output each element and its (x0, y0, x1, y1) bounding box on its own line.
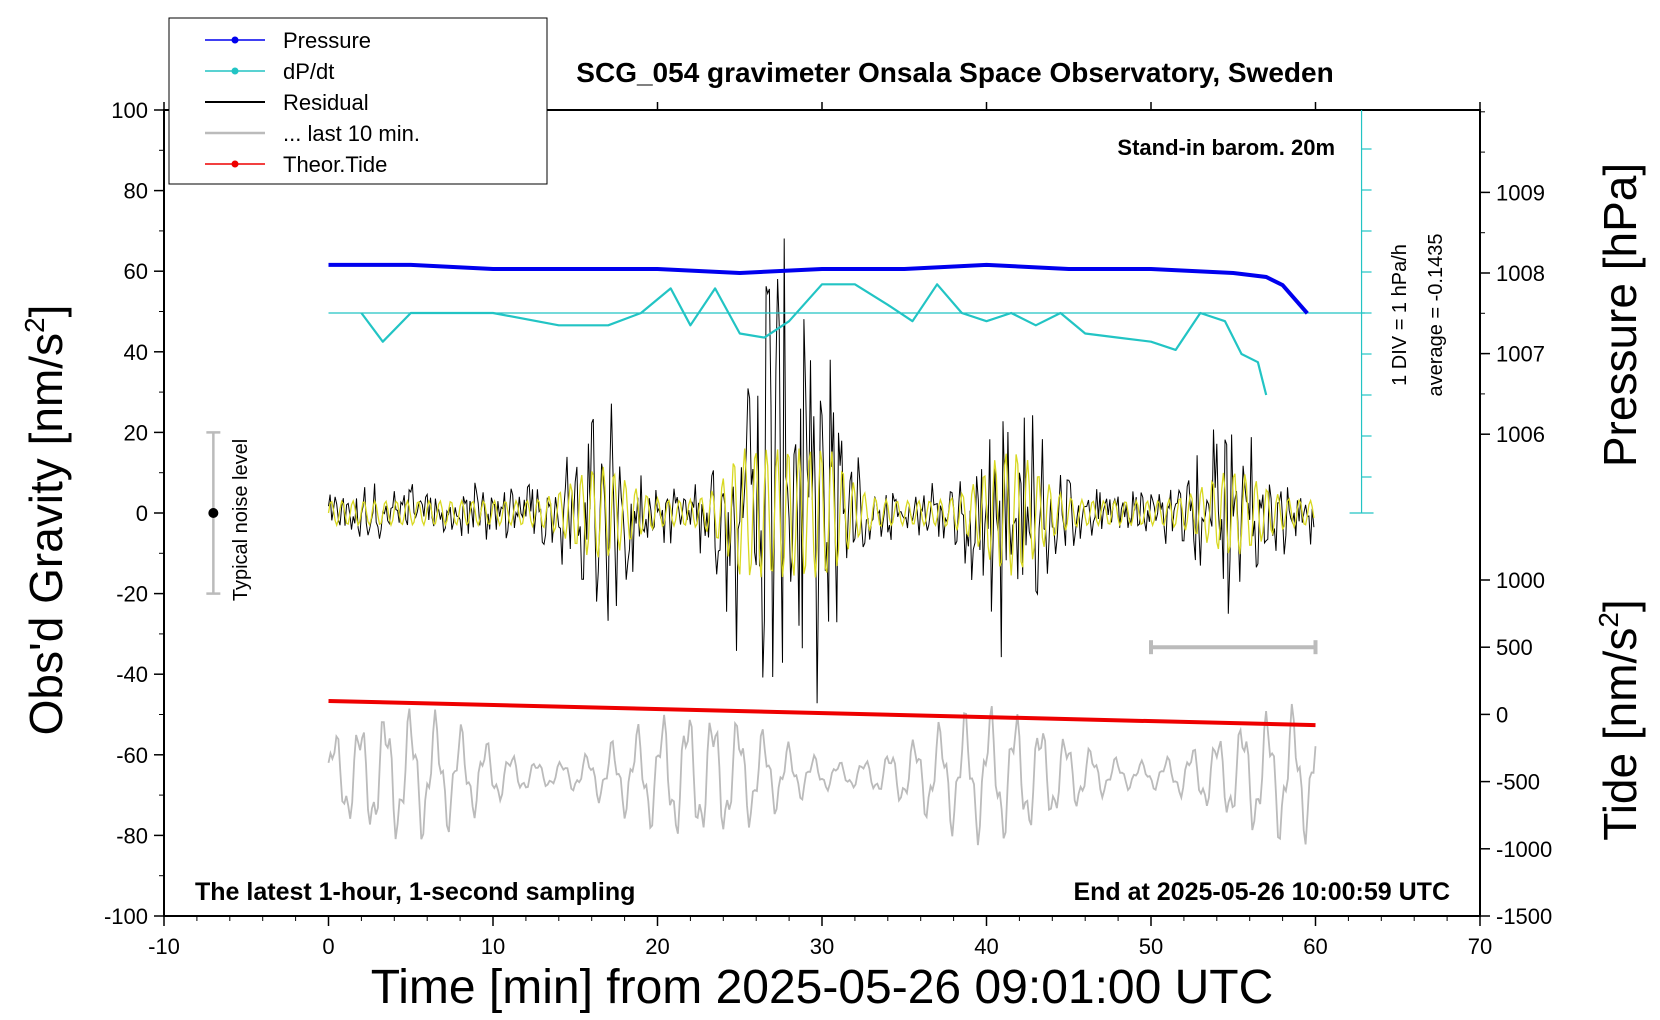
tide-axis-ticks: 1000 500 0 -500 -1000 -1500 (1480, 568, 1552, 929)
x-axis-ticks: -10 0 10 20 30 40 50 60 70 (148, 102, 1492, 959)
legend-label-pressure: Pressure (283, 28, 371, 53)
pressure-tick-label-0: 1009 (1496, 180, 1545, 205)
y-axis-label-tide-sup: 2 (1593, 612, 1624, 628)
theoretical-tide-series (328, 698, 1316, 728)
last-10-min-line (327, 703, 1317, 846)
tide-line (328, 698, 1316, 728)
y-tick-label-8: -60 (116, 743, 148, 768)
pressure-tick-label-1: 1008 (1496, 261, 1545, 286)
x-axis-label: Time [min] from 2025-05-26 09:01:00 UTC (371, 961, 1274, 1014)
y-tick-label-4: 20 (124, 420, 148, 445)
y-axis-label-left-sup: 2 (19, 317, 50, 333)
x-tick-label-6: 50 (1139, 934, 1163, 959)
div-note: 1 DIV = 1 hPa/h (1389, 244, 1411, 386)
residual-series (328, 238, 1315, 704)
x-tick-label-7: 60 (1303, 934, 1327, 959)
x-tick-label-2: 10 (481, 934, 505, 959)
pressure-tick-label-3: 1006 (1496, 422, 1545, 447)
tide-tick-label-4: -1000 (1496, 837, 1552, 862)
x-tick-label-4: 30 (810, 934, 834, 959)
last-10-min-series (327, 703, 1317, 846)
y-tick-label-6: -20 (116, 582, 148, 607)
tide-tick-label-2: 0 (1496, 702, 1508, 727)
y-axis-label-left-close: ] (20, 305, 72, 318)
pressure-axis-ticks: 1009 1008 1007 1006 (1480, 111, 1545, 447)
last-10-min-bracket (1149, 640, 1318, 655)
y-tick-label-0: 100 (111, 98, 148, 123)
dpdt-series (360, 283, 1268, 396)
residual-line (328, 238, 1315, 704)
legend-label-residual: Residual (283, 90, 369, 115)
pressure-line (328, 262, 1309, 315)
noise-level-bar (206, 431, 221, 595)
filtered-residual-line (327, 448, 1315, 578)
noise-bar-center (208, 508, 219, 518)
y-axis-label-pressure: Pressure [hPa] (1594, 163, 1646, 467)
average-note: average = -0.1435 (1425, 234, 1447, 397)
x-tick-label-1: 0 (322, 934, 334, 959)
y-axis-ticks: 100 80 60 40 20 0 -20 -40 -60 -80 -100 (104, 98, 164, 929)
pressure-tick-label-2: 1007 (1496, 342, 1545, 367)
y-axis-label-left: Obs'd Gravity [nm/s2] (19, 305, 72, 736)
y-tick-label-7: -40 (116, 662, 148, 687)
y-tick-label-5: 0 (136, 501, 148, 526)
y-axis-label-tide-close: ] (1594, 599, 1646, 612)
bottom-left-note: The latest 1-hour, 1-second sampling (195, 878, 635, 906)
pressure-series (328, 262, 1309, 315)
x-tick-label-5: 40 (974, 934, 998, 959)
legend-label-dpdt: dP/dt (283, 59, 334, 84)
y-tick-label-9: -80 (116, 823, 148, 848)
y-tick-label-3: 40 (124, 340, 148, 365)
y-axis-label-left-text: Obs'd Gravity [nm/s (20, 333, 72, 735)
x-tick-label-8: 70 (1468, 934, 1492, 959)
chart-title: SCG_054 gravimeter Onsala Space Observat… (576, 57, 1333, 88)
tide-tick-label-1: 500 (1496, 635, 1533, 660)
filtered-residual-series (327, 448, 1315, 578)
y-tick-label-10: -100 (104, 904, 148, 929)
y-axis-label-tide-text: Tide [nm/s (1594, 628, 1646, 841)
tide-tick-label-5: -1500 (1496, 904, 1552, 929)
legend-label-last10: ... last 10 min. (283, 121, 420, 146)
dpdt-reference-axis (328, 110, 1374, 514)
noise-label: Typical noise level (230, 439, 252, 601)
y-tick-label-2: 60 (124, 259, 148, 284)
y-tick-label-1: 80 (124, 179, 148, 204)
tide-tick-label-3: -500 (1496, 770, 1540, 795)
legend-marker-tide (231, 160, 239, 168)
bottom-right-note: End at 2025-05-26 10:00:59 UTC (1073, 878, 1450, 906)
dpdt-line (360, 283, 1268, 396)
tide-tick-label-0: 1000 (1496, 568, 1545, 593)
legend-marker-pressure (231, 36, 239, 44)
legend: Pressure dP/dt Residual ... last 10 min.… (168, 17, 548, 185)
x-tick-label-0: -10 (148, 934, 180, 959)
barometer-note: Stand-in barom. 20m (1117, 135, 1335, 160)
y-axis-label-tide: Tide [nm/s2] (1593, 599, 1646, 840)
x-tick-label-3: 20 (645, 934, 669, 959)
legend-label-tide: Theor.Tide (283, 152, 387, 177)
legend-marker-dpdt (231, 67, 239, 75)
